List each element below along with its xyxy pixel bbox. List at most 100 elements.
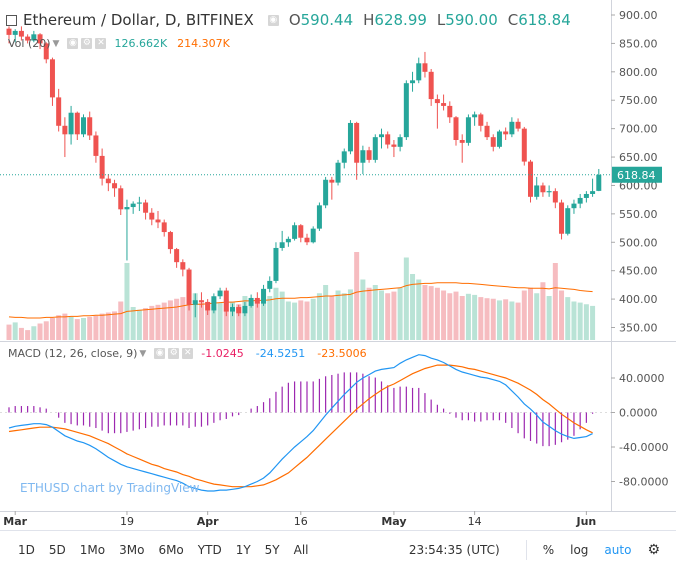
low-value: 590.00 [445,11,498,29]
timeframe-5d[interactable]: 5D [48,542,66,557]
price-axis-label: 450.00 [619,265,658,278]
utc-clock[interactable]: 23:54:35 (UTC) [408,542,500,557]
chart-canvas[interactable]: 900.00850.00800.00750.00700.00650.00600.… [0,0,676,530]
volume-bar [161,302,167,340]
timeframe-group: 1D 5D 1Mo 3Mo 6Mo YTD 1Y 5Y All [0,543,316,557]
candle-body [583,193,589,198]
candle-body [453,117,459,140]
volume-bar [211,300,217,340]
candle-body [422,63,428,72]
volume-bar [453,291,459,340]
settings-icon[interactable]: ⚙ [168,348,180,359]
last-price-badge [612,166,662,183]
volume-bar [583,304,589,340]
volume-bar [323,285,329,340]
open-value: 590.44 [300,11,354,29]
candle-body [261,288,267,304]
tradingview-watermark[interactable]: ETHUSD chart by TradingView [20,481,200,495]
price-axis-border [611,0,612,511]
date-axis-label: Mar [3,515,27,528]
candle-body [180,262,186,270]
candle-body [335,162,341,183]
candle-body [136,202,142,204]
volume-bar [68,316,74,340]
close-icon[interactable]: ✕ [182,348,194,359]
pane-separator[interactable] [0,341,676,342]
date-axis-label: May [381,515,406,528]
eye-icon[interactable]: ◉ [267,14,279,26]
open-key: O [288,11,301,29]
candle-body [552,191,558,203]
candle-body [18,30,24,37]
volume-bar [472,294,478,340]
candle-body [62,125,68,135]
candle-body [534,185,540,197]
volume-bar [217,302,223,340]
volume-bar [136,309,142,340]
toolbar-divider [525,539,527,560]
candle-body [130,203,136,208]
candle-body [43,43,49,60]
settings-icon[interactable]: ⚙ [81,38,93,49]
candle-body [565,208,571,234]
volume-value: 126.662K [114,37,168,50]
volume-bar [515,302,521,340]
candle-body [310,228,316,243]
candle-body [521,128,527,162]
timeframe-6mo[interactable]: 6Mo [158,542,184,557]
symbol-title: Ethereum / Dollar, D, BITFINEX [23,11,254,29]
volume-bar [273,287,279,340]
candle-body [397,137,403,147]
collapse-legend-icon[interactable] [6,14,17,26]
volume-bar [167,300,173,340]
candle-body [391,144,397,147]
candle-body [112,183,118,189]
timeframe-all[interactable]: All [293,542,309,557]
timeframe-5y[interactable]: 5Y [264,542,280,557]
chevron-down-icon[interactable]: ▼ [139,348,147,359]
timeframe-1y[interactable]: 1Y [235,542,251,557]
date-axis-label: Apr [197,515,219,528]
visibility-icon[interactable]: ◉ [154,348,166,359]
volume-bar [360,279,366,340]
auto-toggle[interactable]: auto [604,542,632,557]
volume-bar [354,252,360,340]
chart-area[interactable]: 900.00 850.00 800.00 750.00 700.00 650.00 600.… [0,0,676,530]
volume-bar [74,319,80,340]
volume-bar [31,326,37,340]
macd-hist-value: -1.0245 [201,347,244,360]
candle-body [546,191,552,193]
price-axis-label: 400.00 [619,293,658,306]
log-toggle[interactable]: log [570,542,589,557]
timeframe-ytd[interactable]: YTD [197,542,222,557]
close-value: 618.84 [518,11,571,29]
volume-label: Vol (20) [8,37,51,50]
candle-body [124,207,130,210]
volume-bar [186,285,192,340]
percent-toggle[interactable]: % [542,542,555,557]
candle-body [515,121,521,129]
candle-body [31,34,37,41]
candle-body [484,125,490,138]
timeframe-1d[interactable]: 1D [18,542,35,557]
timeframe-3mo[interactable]: 3Mo [119,542,145,557]
volume-bar [410,274,416,340]
volume-bar [56,315,62,340]
visibility-icon[interactable]: ◉ [67,38,79,49]
candle-body [590,191,596,194]
volume-bar [347,289,353,340]
volume-bar [285,301,291,340]
volume-bar [403,257,409,340]
volume-bar [316,293,322,340]
price-axis-label: 700.00 [619,123,658,136]
candle-body [267,280,273,289]
timeframe-1mo[interactable]: 1Mo [79,542,106,557]
candle-body [472,114,478,118]
chevron-down-icon[interactable]: ▼ [52,38,60,49]
volume-bar [571,301,577,340]
volume-bar [242,296,248,340]
price-axis-label: 550.00 [619,208,658,221]
candle-body [509,121,515,135]
close-icon[interactable]: ✕ [95,38,107,49]
gear-icon[interactable]: ⚙ [647,541,660,558]
